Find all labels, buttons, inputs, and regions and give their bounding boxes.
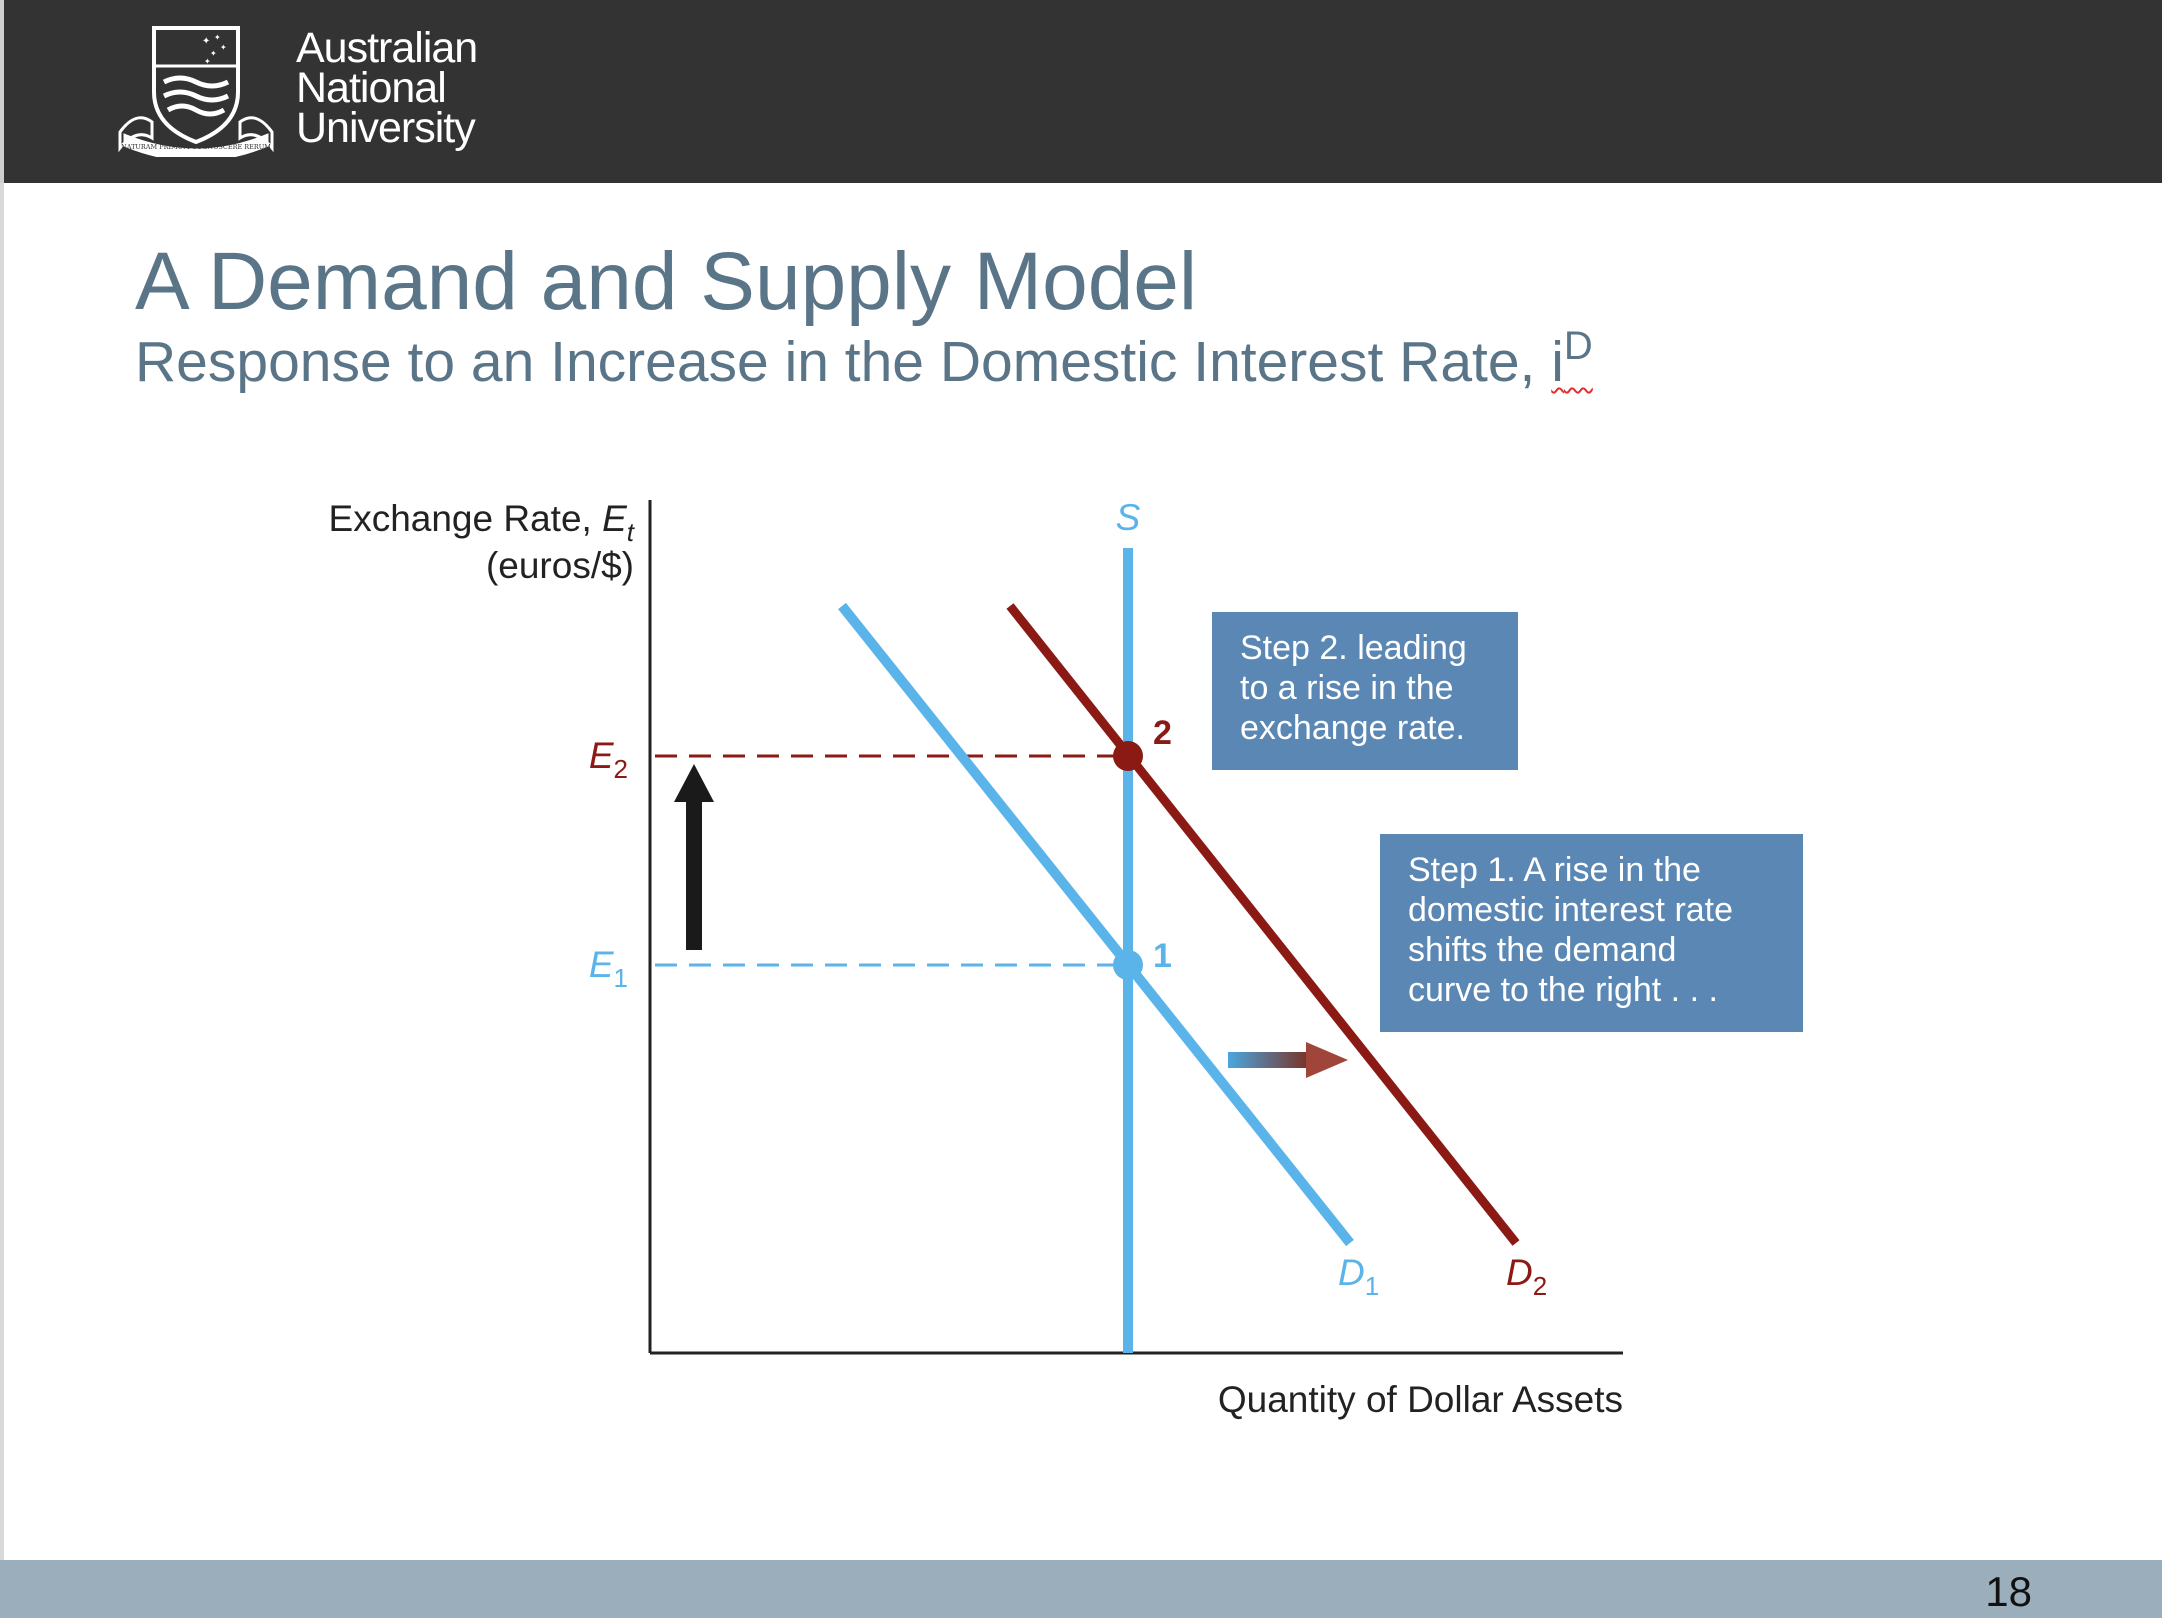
- step-1-line3: shifts the demand: [1408, 931, 1677, 969]
- d1-label: D1: [1338, 1252, 1379, 1301]
- header-bar: ✦ ✦ ✦ ✦ ✦ NATURAM PRIMUM COGNOSCERE RERU…: [0, 0, 2162, 183]
- anu-crest-logo: ✦ ✦ ✦ ✦ ✦ NATURAM PRIMUM COGNOSCERE RERU…: [118, 26, 274, 157]
- y-axis-label-line1: Exchange Rate, Et: [329, 498, 636, 547]
- footer-bar: [0, 1560, 2162, 1618]
- svg-text:✦: ✦: [202, 36, 210, 47]
- equilibrium-point-1: [1113, 950, 1143, 980]
- svg-text:✦: ✦: [204, 57, 211, 66]
- slide-title: A Demand and Supply Model: [135, 236, 1198, 327]
- svg-text:✦: ✦: [214, 33, 221, 42]
- step-2-line1: Step 2. leading: [1240, 629, 1467, 667]
- university-name: Australian National University: [296, 24, 478, 152]
- svg-text:✦: ✦: [210, 49, 217, 58]
- d2-label: D2: [1506, 1252, 1547, 1301]
- point-2-label: 2: [1153, 714, 1172, 752]
- e2-label: E2: [589, 735, 628, 784]
- demand-curve-d1: [838, 602, 1354, 1247]
- page-number: 18: [1985, 1568, 2032, 1615]
- step-1-line2: domestic interest rate: [1408, 891, 1734, 929]
- university-name-line2: National: [296, 64, 447, 112]
- demand-curve-d2: [1006, 603, 1520, 1246]
- point-1-label: 1: [1153, 937, 1172, 975]
- supply-demand-diagram: Exchange Rate, Et (euros/$) Quantity of …: [329, 497, 1623, 1420]
- step-1-line1: Step 1. A rise in the: [1408, 851, 1701, 889]
- step-2-callout: Step 2. leading to a rise in the exchang…: [1212, 612, 1518, 770]
- step-2-line3: exchange rate.: [1240, 709, 1465, 747]
- left-border: [0, 183, 4, 1560]
- svg-text:✦: ✦: [220, 43, 227, 52]
- step-1-callout: Step 1. A rise in the domestic interest …: [1380, 834, 1803, 1032]
- demand-shift-arrow: [1228, 1042, 1348, 1078]
- exchange-rate-up-arrow: [674, 764, 714, 950]
- supply-label: S: [1116, 497, 1141, 538]
- svg-text:NATURAM PRIMUM COGNOSCERE RERU: NATURAM PRIMUM COGNOSCERE RERUM: [121, 143, 271, 151]
- slide-subtitle: Response to an Increase in the Domestic …: [135, 324, 1593, 397]
- y-axis-label-line2: (euros/$): [486, 545, 634, 586]
- subtitle-text: Response to an Increase in the Domestic …: [135, 330, 1552, 394]
- university-name-line3: University: [296, 104, 476, 152]
- step-2-line2: to a rise in the: [1240, 669, 1454, 707]
- title-block: A Demand and Supply Model Response to an…: [135, 235, 1593, 397]
- university-name-line1: Australian: [296, 24, 478, 72]
- step-1-line4: curve to the right . . .: [1408, 971, 1718, 1009]
- x-axis-label: Quantity of Dollar Assets: [1218, 1379, 1623, 1420]
- equilibrium-point-2: [1113, 741, 1143, 771]
- interest-rate-symbol: iD: [1551, 324, 1593, 394]
- e1-label: E1: [589, 944, 628, 993]
